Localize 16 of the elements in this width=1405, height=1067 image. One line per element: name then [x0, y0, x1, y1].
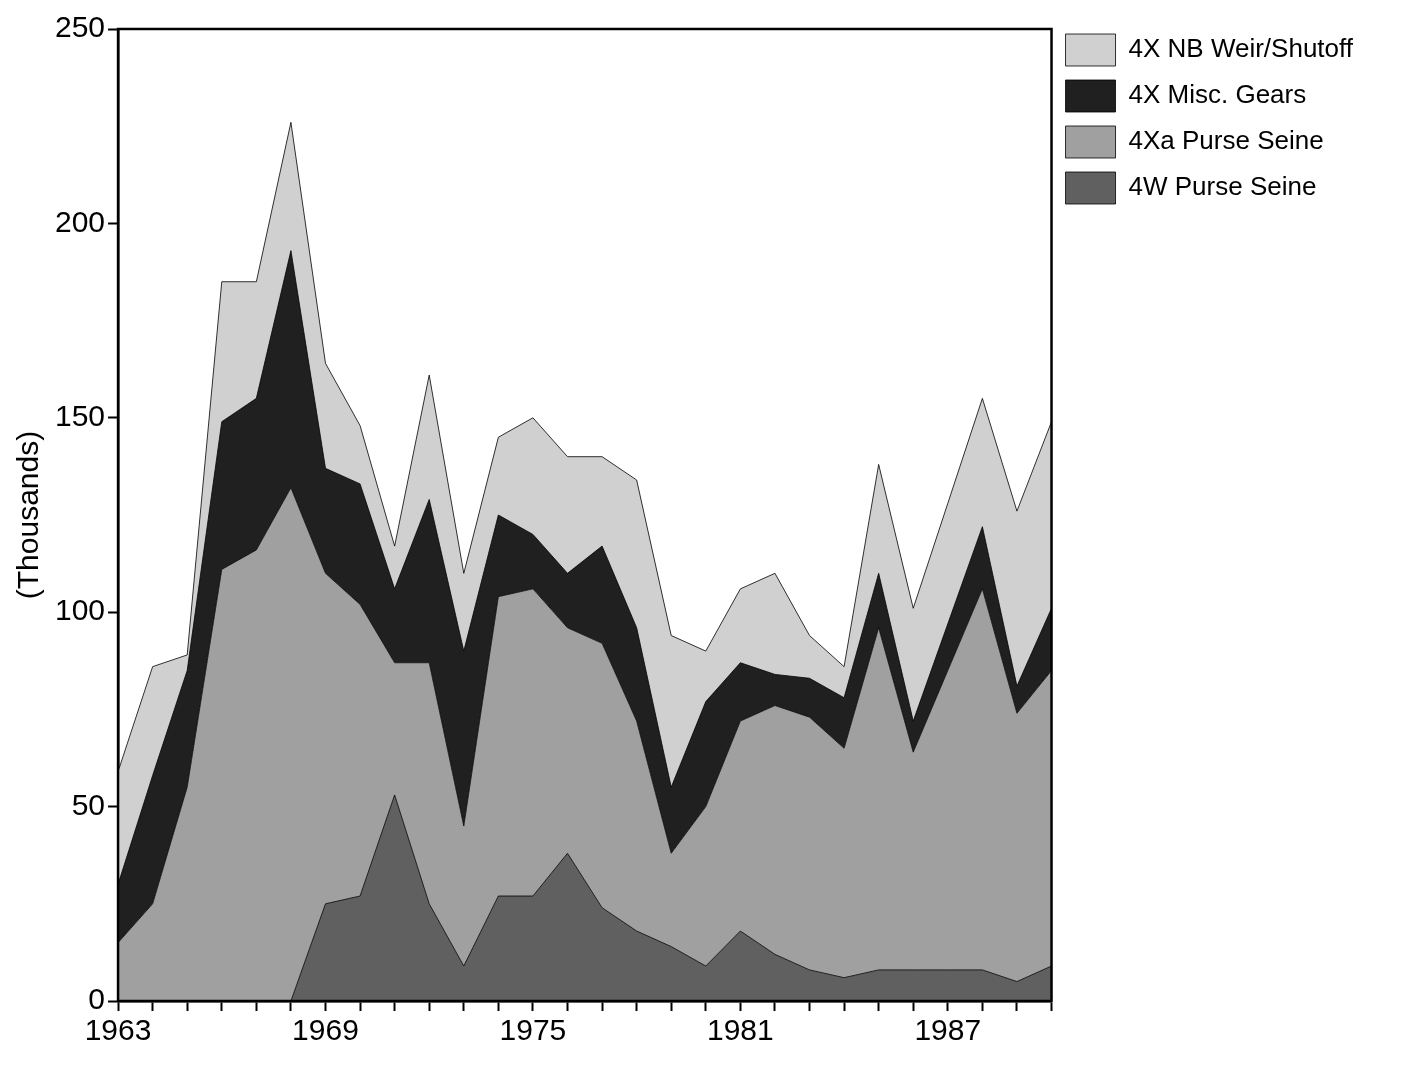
y-axis-title: (Thousands) [11, 430, 45, 600]
x-tick-label: 1963 [84, 1013, 152, 1047]
x-tick-label: 1987 [914, 1013, 982, 1047]
y-tick-label: 200 [54, 204, 106, 238]
y-tick-label: 50 [71, 787, 106, 821]
y-tick-label: 250 [54, 10, 106, 44]
x-tick-label: 1969 [292, 1013, 359, 1047]
y-tick-label: 150 [54, 399, 106, 433]
y-tick-label: 100 [54, 593, 106, 627]
x-tick-label: 1975 [499, 1013, 567, 1047]
legend-label: 4W Purse Seine [1128, 171, 1317, 202]
legend-label: 4X NB Weir/Shutoff [1128, 33, 1354, 64]
legend-label: 4Xa Purse Seine [1128, 125, 1324, 156]
x-tick-label: 1981 [706, 1013, 774, 1047]
y-tick-label: 0 [88, 982, 106, 1016]
legend-label: 4X Misc. Gears [1128, 79, 1307, 110]
